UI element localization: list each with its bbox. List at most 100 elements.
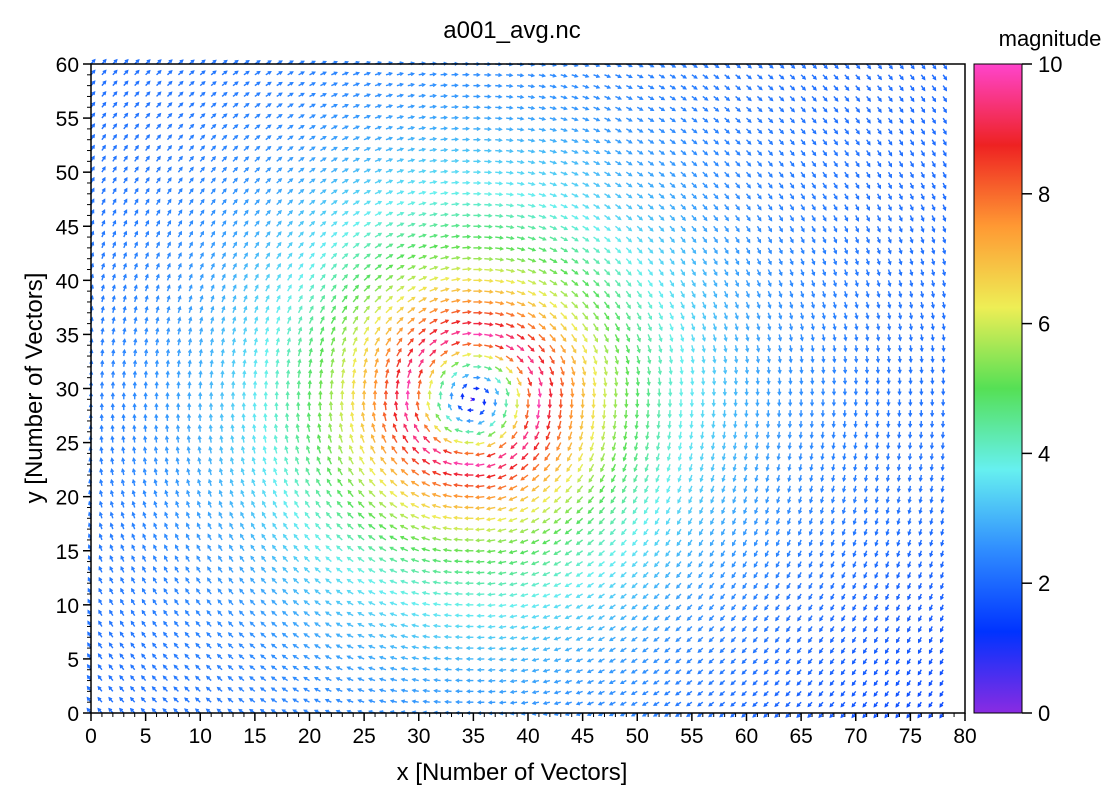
vector-arrow	[187, 359, 192, 367]
vector-arrow	[691, 279, 696, 288]
vector-arrow	[811, 301, 815, 309]
vector-arrow	[713, 258, 718, 266]
vector-arrow	[357, 677, 365, 682]
vector-arrow	[854, 345, 859, 353]
vector-arrow	[121, 435, 126, 443]
vector-arrow	[476, 603, 485, 608]
vector-arrow	[840, 701, 846, 708]
vector-arrow	[597, 701, 605, 706]
vector-arrow	[636, 269, 643, 276]
vector-arrow	[283, 522, 289, 530]
vector-arrow	[691, 74, 698, 79]
vector-arrow	[251, 445, 256, 454]
vector-arrow	[319, 252, 326, 260]
vector-arrow	[942, 182, 947, 190]
vector-arrow	[396, 285, 405, 292]
vector-arrow	[282, 588, 289, 595]
vector-arrow	[575, 604, 583, 609]
vector-arrow	[789, 74, 796, 80]
vector-arrow	[887, 96, 893, 103]
vector-arrow	[422, 645, 430, 650]
vector-arrow	[516, 322, 526, 329]
vector-arrow	[527, 95, 536, 100]
vector-arrow	[789, 171, 795, 178]
vector-arrow	[275, 369, 280, 378]
vector-arrow	[429, 318, 438, 325]
vector-arrow	[527, 344, 535, 352]
vector-arrow	[132, 370, 137, 378]
vector-arrow	[346, 589, 354, 595]
vector-arrow	[440, 201, 449, 206]
vector-arrow	[614, 279, 621, 287]
vector-arrow	[134, 112, 140, 119]
vector-arrow	[463, 462, 474, 467]
vector-arrow	[822, 95, 828, 102]
vector-arrow	[754, 507, 759, 515]
vector-arrow	[575, 550, 584, 556]
vector-arrow	[544, 452, 551, 462]
vector-arrow	[368, 501, 376, 509]
vector-arrow	[928, 658, 933, 665]
vector-arrow	[243, 113, 250, 119]
vector-arrow	[207, 522, 212, 530]
vector-arrow	[129, 696, 136, 703]
vector-arrow	[789, 215, 794, 222]
vector-arrow	[620, 604, 627, 610]
vector-arrow	[713, 160, 719, 167]
vector-arrow	[559, 388, 564, 398]
vector-arrow	[897, 334, 902, 342]
vector-arrow	[549, 84, 557, 89]
vector-arrow	[931, 117, 936, 125]
vector-arrow	[742, 593, 748, 600]
vector-arrow	[690, 388, 695, 397]
vector-arrow	[228, 610, 234, 617]
vector-arrow	[357, 512, 365, 519]
vector-arrow	[722, 410, 727, 418]
vector-arrow	[396, 136, 405, 141]
vector-arrow	[272, 533, 278, 541]
vector-arrow	[560, 290, 568, 297]
vector-arrow	[443, 624, 452, 629]
vector-arrow	[778, 301, 783, 309]
vector-arrow	[506, 192, 515, 197]
vector-arrow	[564, 679, 572, 684]
vector-arrow	[873, 680, 879, 687]
vector-arrow	[699, 453, 704, 462]
vector-arrow	[841, 539, 846, 547]
vector-arrow	[887, 85, 893, 92]
vector-arrow	[698, 582, 704, 589]
vector-arrow	[142, 566, 147, 573]
vector-arrow	[798, 453, 803, 461]
vector-arrow	[597, 669, 605, 674]
vector-arrow	[756, 258, 761, 266]
vector-arrow	[112, 123, 118, 130]
vector-arrow	[374, 200, 383, 206]
vector-arrow	[928, 712, 933, 719]
vector-arrow	[123, 219, 128, 227]
vector-arrow	[144, 241, 149, 249]
vector-arrow	[175, 500, 180, 508]
vector-arrow	[372, 400, 377, 411]
vector-arrow	[855, 150, 860, 157]
vector-arrow	[767, 95, 774, 102]
vector-arrow	[418, 179, 427, 184]
vector-arrow	[578, 453, 584, 462]
vector-arrow	[264, 358, 269, 367]
vector-arrow	[733, 420, 738, 429]
vector-arrow	[626, 85, 633, 90]
vector-arrow	[831, 388, 837, 396]
vector-arrow	[352, 305, 359, 314]
vector-arrow	[378, 612, 387, 617]
vector-arrow	[744, 366, 749, 375]
vector-arrow	[745, 236, 751, 244]
vector-arrow	[396, 358, 402, 368]
vector-arrow	[855, 193, 860, 201]
vector-arrow	[265, 316, 270, 324]
vector-arrow	[421, 580, 430, 585]
vector-arrow	[338, 433, 343, 443]
y-tick-label: 45	[56, 216, 79, 239]
vector-arrow	[154, 370, 159, 378]
vector-arrow	[242, 348, 247, 357]
vector-arrow	[896, 615, 901, 622]
vector-arrow	[593, 84, 601, 89]
